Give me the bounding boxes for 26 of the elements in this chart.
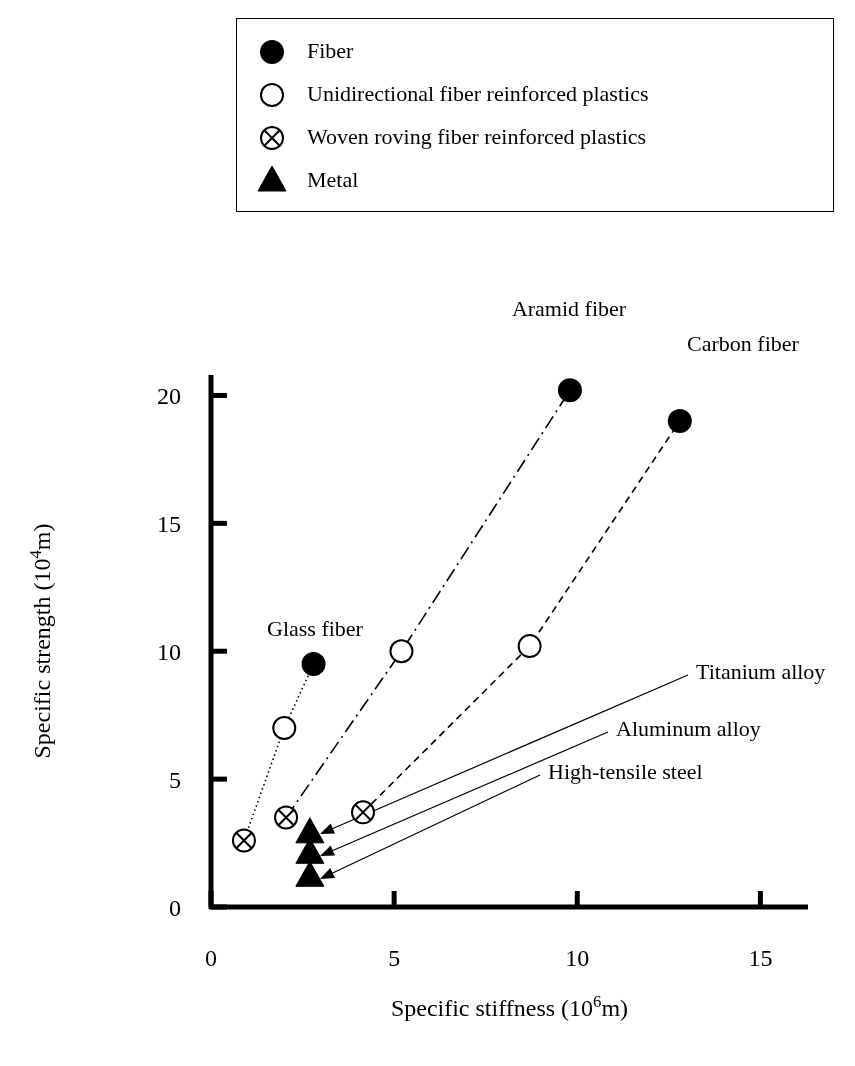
legend-label: Woven roving fiber reinforced plastics <box>307 123 647 150</box>
annotation: Aluminum alloy <box>616 716 761 741</box>
text: Carbon fiber <box>687 331 800 356</box>
x-tick-label: 15 <box>748 945 773 971</box>
point <box>272 715 297 740</box>
y-tick-label: 10 <box>157 639 181 666</box>
y-tick-label: 0 <box>169 895 181 921</box>
point <box>389 639 414 664</box>
y-tick-label: 5 <box>169 767 181 794</box>
annotation: High-tensile steel <box>548 759 703 784</box>
annotation: Glass fiber <box>267 616 364 641</box>
y-tick-label: 20 <box>157 383 181 410</box>
legend-label: Metal <box>307 166 359 193</box>
x-axis-title: Specific stiffness (10$^{6}$m) <box>390 991 629 1021</box>
legend-label: Unidirectional fiber reinforced plastics <box>307 80 649 107</box>
x-tick-label: 10 <box>565 945 590 971</box>
point <box>301 652 326 677</box>
point <box>557 378 582 403</box>
text: Aramid fiber <box>511 296 627 321</box>
legend-label: Fiber <box>307 37 354 64</box>
point <box>517 634 542 659</box>
x-tick-label: 0 <box>205 945 217 971</box>
x-tick-label: 5 <box>388 945 401 971</box>
y-tick-label: 15 <box>157 511 181 538</box>
point <box>667 409 692 434</box>
annotation: Titanium alloy <box>696 659 826 684</box>
